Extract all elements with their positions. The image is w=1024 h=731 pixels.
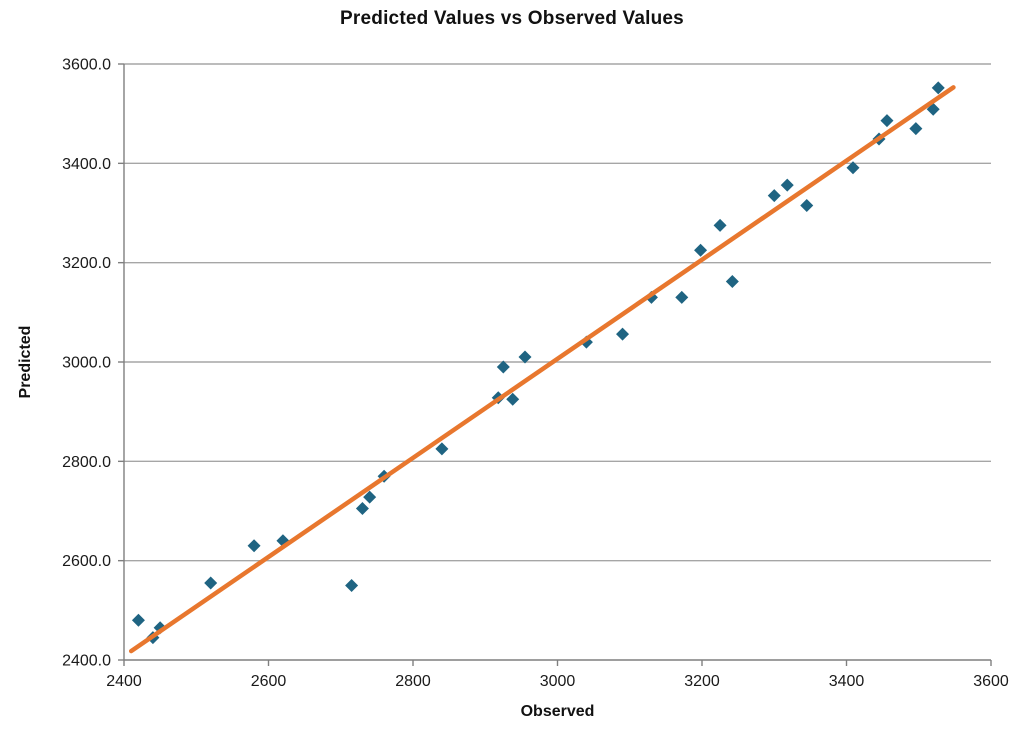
trend-line xyxy=(128,85,956,654)
x-tick-label: 3200 xyxy=(684,673,720,690)
data-point xyxy=(713,218,727,232)
y-tick-label: 3600.0 xyxy=(62,57,111,74)
data-point xyxy=(355,502,369,516)
data-point xyxy=(931,81,945,95)
data-point xyxy=(435,442,449,456)
data-point xyxy=(725,275,739,289)
data-point xyxy=(909,122,923,136)
y-tick-label: 2400.0 xyxy=(62,653,111,670)
data-point xyxy=(506,392,520,406)
x-tick-label: 3400 xyxy=(829,673,865,690)
data-point xyxy=(345,579,359,592)
y-tick-label: 3000.0 xyxy=(62,355,111,372)
data-point xyxy=(780,178,794,192)
x-tick-label: 2400 xyxy=(106,673,142,690)
x-tick-label: 2800 xyxy=(395,673,431,690)
data-point xyxy=(767,189,781,203)
data-point xyxy=(846,161,860,175)
data-point xyxy=(675,290,689,304)
y-tick-label: 2600.0 xyxy=(62,553,111,570)
data-point xyxy=(204,576,218,590)
x-tick-label: 3000 xyxy=(540,673,576,690)
data-point xyxy=(518,350,532,364)
data-point xyxy=(694,243,708,257)
x-axis-title: Observed xyxy=(520,703,595,720)
y-tick-label: 2800.0 xyxy=(62,454,111,471)
y-tick-label: 3200.0 xyxy=(62,255,111,272)
y-tick-label: 3400.0 xyxy=(62,156,111,173)
chart-title: Predicted Values vs Observed Values xyxy=(340,8,684,29)
data-point xyxy=(800,199,814,213)
data-point xyxy=(616,327,630,341)
x-tick-label: 3600 xyxy=(973,673,1009,690)
data-point xyxy=(496,360,510,374)
data-point xyxy=(363,490,377,504)
data-point xyxy=(880,114,894,128)
data-point xyxy=(247,539,261,553)
x-tick-label: 2600 xyxy=(251,673,287,690)
data-point xyxy=(131,613,145,627)
y-axis-title: Predicted xyxy=(17,325,34,399)
